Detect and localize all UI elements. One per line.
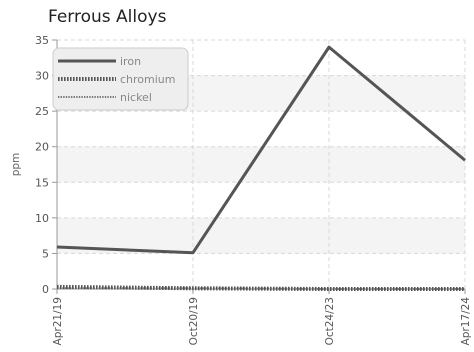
x-tick-label: Apr21/19 bbox=[52, 297, 64, 345]
y-tick-label: 25 bbox=[35, 105, 49, 118]
chart-title: Ferrous Alloys bbox=[48, 7, 167, 27]
y-tick-label: 30 bbox=[35, 70, 49, 83]
legend-label-chromium: chromium bbox=[120, 73, 176, 86]
x-tick-label: Oct20/19 bbox=[188, 297, 200, 345]
legend-box bbox=[52, 47, 189, 111]
grid-band bbox=[57, 146, 465, 183]
series-line-chromium bbox=[56, 284, 465, 291]
y-tick-label: 5 bbox=[42, 247, 49, 260]
y-tick-label: 0 bbox=[42, 283, 49, 296]
y-axis-label: ppm bbox=[10, 153, 22, 177]
legend-label-nickel: nickel bbox=[120, 91, 152, 104]
legend-label-iron: iron bbox=[120, 55, 141, 68]
y-tick-label: 10 bbox=[35, 212, 49, 225]
series-line-iron bbox=[56, 45, 466, 255]
y-tick-label: 15 bbox=[35, 176, 49, 189]
grid-band bbox=[57, 217, 465, 254]
x-tick-label: Oct24/23 bbox=[324, 297, 336, 345]
y-tick-label: 20 bbox=[35, 141, 49, 154]
y-tick-label: 35 bbox=[35, 34, 49, 47]
x-tick-label: Apr17/24 bbox=[460, 297, 472, 346]
